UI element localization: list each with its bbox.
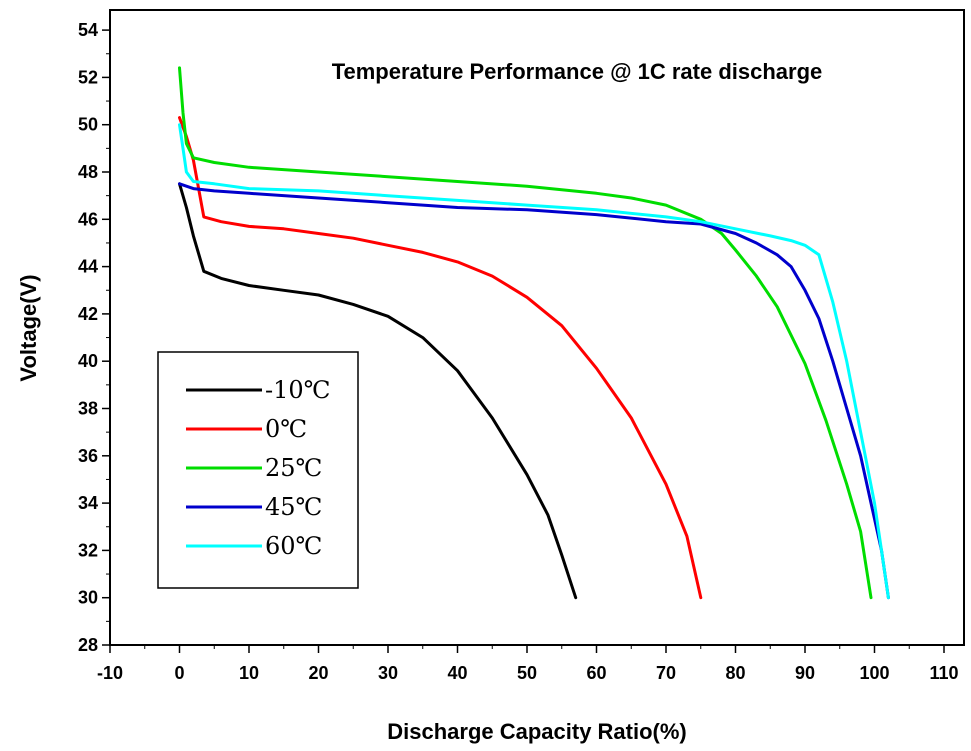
x-tick-label: 90	[795, 663, 815, 683]
x-tick-label: 50	[517, 663, 537, 683]
y-tick-label: 30	[78, 588, 98, 608]
chart-title: Temperature Performance @ 1C rate discha…	[332, 59, 823, 84]
y-axis-title: Voltage(V)	[16, 274, 41, 381]
y-tick-label: 44	[78, 257, 98, 277]
x-tick-label: 70	[656, 663, 676, 683]
y-tick-label: 40	[78, 351, 98, 371]
series-line	[178, 182, 578, 600]
y-tick-label: 28	[78, 635, 98, 655]
x-tick-label: 10	[239, 663, 259, 683]
y-tick-label: 48	[78, 162, 98, 182]
x-tick-label: 80	[725, 663, 745, 683]
x-tick-label: 60	[586, 663, 606, 683]
y-tick-label: 42	[78, 304, 98, 324]
series-group	[178, 66, 890, 600]
x-tick-label: 40	[447, 663, 467, 683]
legend-label: 45℃	[265, 493, 322, 521]
series-line	[178, 116, 703, 600]
y-tick-label: 46	[78, 209, 98, 229]
series-line	[178, 123, 890, 600]
y-tick-label: 36	[78, 446, 98, 466]
legend-label: -10℃	[265, 376, 331, 404]
series-line	[178, 182, 890, 600]
legend-label: 25℃	[265, 454, 322, 482]
x-axis-title: Discharge Capacity Ratio(%)	[387, 719, 687, 744]
x-tick-label: -10	[97, 663, 123, 683]
series-line	[178, 66, 873, 600]
x-tick-label: 30	[378, 663, 398, 683]
x-tick-label: 0	[174, 663, 184, 683]
legend-label: 0℃	[265, 415, 307, 443]
y-tick-label: 34	[78, 493, 98, 513]
y-tick-label: 52	[78, 67, 98, 87]
legend-label: 60℃	[265, 532, 322, 560]
x-tick-label: 110	[929, 663, 958, 683]
y-tick-label: 38	[78, 399, 98, 419]
x-tick-label: 100	[859, 663, 889, 683]
x-tick-label: 20	[308, 663, 328, 683]
y-tick-label: 50	[78, 115, 98, 135]
y-tick-label: 32	[78, 540, 98, 560]
y-tick-label: 54	[78, 20, 98, 40]
axis-ticks: -10 0 10 20 30 40 50 60 70 80 90 100 110 28 30 32 34 36 38…	[78, 20, 959, 683]
legend: -10℃ 0℃ 25℃ 45℃ 60℃	[157, 351, 359, 589]
